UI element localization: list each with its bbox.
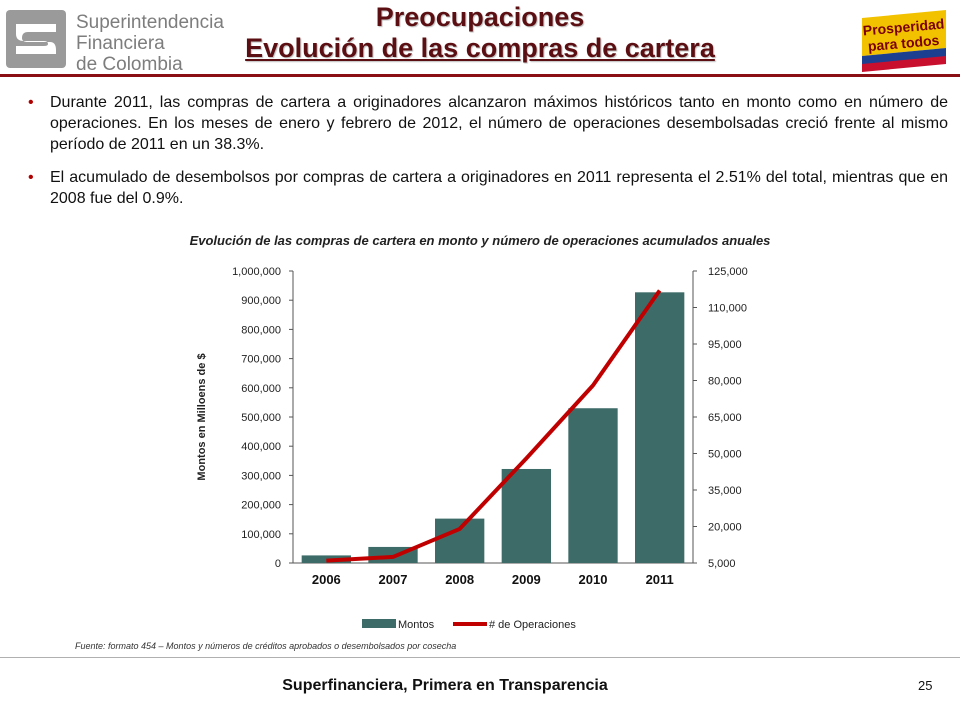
footer-divider: [0, 657, 960, 658]
y2-tick-label: 125,000: [708, 266, 748, 278]
bar-2010: [568, 408, 618, 563]
org-name-line2: Financiera: [76, 33, 165, 54]
y-axis-title: Montos en Milloens de $: [196, 353, 208, 480]
org-name-line1: Superintendencia: [76, 12, 224, 33]
legend-operaciones-label: # de Operaciones: [489, 619, 576, 631]
bullet-text: Durante 2011, las compras de cartera a o…: [50, 94, 948, 153]
chart-title: Evolución de las compras de cartera en m…: [189, 233, 771, 248]
sfc-logo-icon: [6, 10, 66, 68]
page-title-line1: Preocupaciones: [375, 2, 585, 32]
x-tick-label: 2011: [646, 572, 674, 587]
bullet-list: • Durante 2011, las compras de cartera a…: [28, 92, 948, 221]
y2-tick-label: 5,000: [708, 558, 736, 570]
y2-tick-label: 50,000: [708, 449, 742, 461]
legend-montos-swatch: [362, 619, 396, 628]
footer-slogan: Superfinanciera, Primera en Transparenci…: [282, 677, 608, 694]
prosperidad-logo: Prosperidad para todos: [862, 10, 946, 72]
bar-2008: [435, 518, 485, 563]
org-name-line3: de Colombia: [76, 54, 183, 75]
x-tick-label: 2010: [579, 572, 608, 587]
y-tick-label: 400,000: [241, 441, 281, 453]
source-note: Fuente: formato 454 – Montos y números d…: [75, 641, 457, 651]
bar-2011: [635, 292, 685, 563]
bullet-item: • El acumulado de desembolsos por compra…: [28, 167, 948, 209]
header-divider: [0, 74, 960, 77]
y2-tick-label: 95,000: [708, 339, 742, 351]
org-name: Superintendencia Financiera de Colombia: [76, 12, 224, 75]
page-number: 25: [918, 678, 933, 693]
badge-line1: Prosperidad: [862, 15, 945, 38]
y2-tick-label: 20,000: [708, 522, 742, 534]
y2-tick-label: 35,000: [708, 485, 742, 497]
bullet-dot-icon: •: [28, 94, 34, 111]
combo-chart: 0 100,000 200,000 300,000 400,000 500,000 600,…: [196, 266, 748, 631]
bullet-item: • Durante 2011, las compras de cartera a…: [28, 92, 948, 155]
y2-tick-label: 110,000: [708, 303, 747, 315]
bullet-text: El acumulado de desembolsos por compras …: [50, 169, 948, 207]
y-tick-label: 500,000: [241, 412, 281, 424]
page-title: Preocupaciones Evolución de las compras …: [0, 2, 960, 64]
y-tick-label: 800,000: [241, 324, 281, 336]
y-tick-label: 600,000: [241, 383, 281, 395]
y-tick-label: 700,000: [241, 354, 281, 366]
y-tick-label: 0: [275, 558, 281, 570]
x-tick-label: 2009: [512, 572, 541, 587]
y2-tick-label: 80,000: [708, 376, 742, 388]
x-tick-label: 2006: [312, 572, 341, 587]
bullet-dot-icon: •: [28, 169, 34, 186]
legend-montos-label: Montos: [398, 619, 435, 631]
y-tick-label: 900,000: [241, 295, 281, 307]
page-title-line2: Evolución de las compras de cartera: [245, 33, 715, 63]
badge-line2: para todos: [867, 32, 940, 54]
x-tick-label: 2007: [379, 572, 408, 587]
operaciones-line: [326, 289, 662, 563]
y-tick-label: 200,000: [241, 500, 281, 512]
y-tick-label: 300,000: [241, 470, 281, 482]
y-tick-label: 1,000,000: [232, 266, 281, 278]
bar-2009: [501, 468, 551, 563]
y2-tick-label: 65,000: [708, 412, 742, 424]
y-tick-label: 100,000: [241, 529, 281, 541]
x-tick-label: 2008: [445, 572, 474, 587]
